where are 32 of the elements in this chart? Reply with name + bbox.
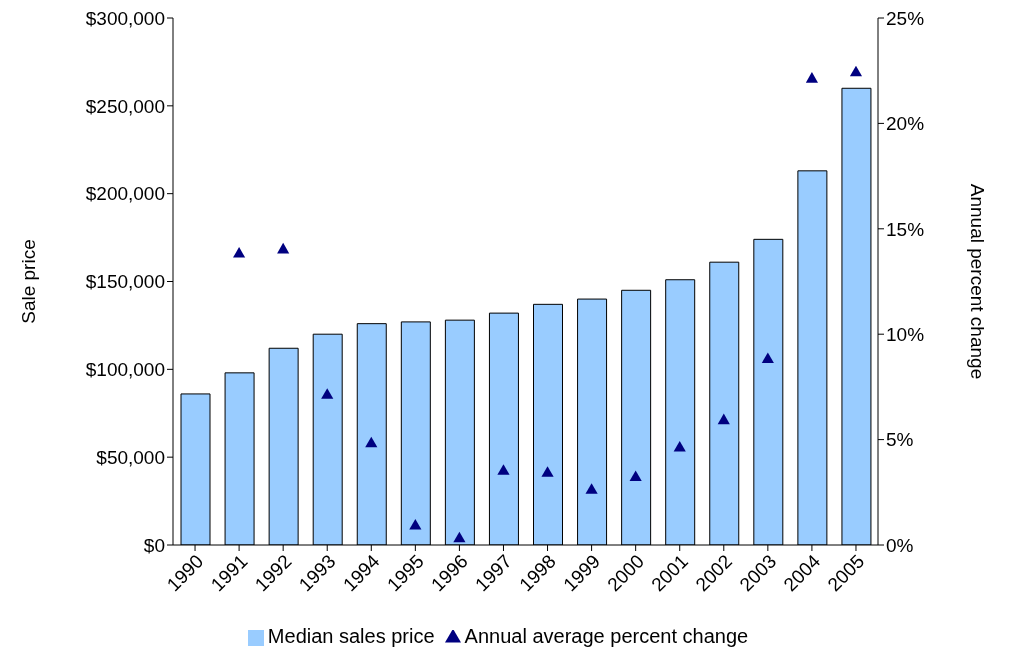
y2-axis-title: Annual percent change — [967, 183, 989, 380]
y-tick-label: $250,000 — [85, 95, 165, 117]
y-tick-label: $150,000 — [85, 271, 165, 293]
y-tick-label: $50,000 — [96, 446, 165, 468]
point — [409, 519, 422, 530]
y-tick-label: $200,000 — [85, 183, 165, 205]
y2-tick-label: 15% — [886, 218, 925, 240]
y2-tick-label: 0% — [886, 534, 914, 556]
point — [585, 483, 598, 494]
legend-label: Annual average percent change — [464, 625, 749, 647]
legend-label: Median sales price — [267, 625, 435, 647]
y-tick-label: $0 — [143, 534, 165, 556]
y2-tick-label: 10% — [886, 323, 925, 345]
y2-tick-label: 25% — [886, 7, 925, 29]
y-tick-label: $300,000 — [85, 7, 165, 29]
point — [233, 247, 246, 258]
point — [805, 72, 818, 83]
point — [453, 531, 466, 543]
point — [761, 352, 774, 364]
point — [497, 464, 510, 475]
y2-tick-label: 20% — [886, 113, 925, 135]
point — [717, 413, 730, 425]
point — [849, 65, 863, 77]
y-tick-label: $100,000 — [85, 359, 165, 381]
y2-tick-label: 5% — [886, 429, 914, 451]
point — [277, 242, 290, 254]
point — [629, 470, 642, 482]
point — [365, 436, 378, 448]
y-axis-title: Sale price — [17, 239, 39, 324]
point — [541, 466, 554, 477]
point — [673, 441, 686, 452]
point — [321, 388, 334, 399]
